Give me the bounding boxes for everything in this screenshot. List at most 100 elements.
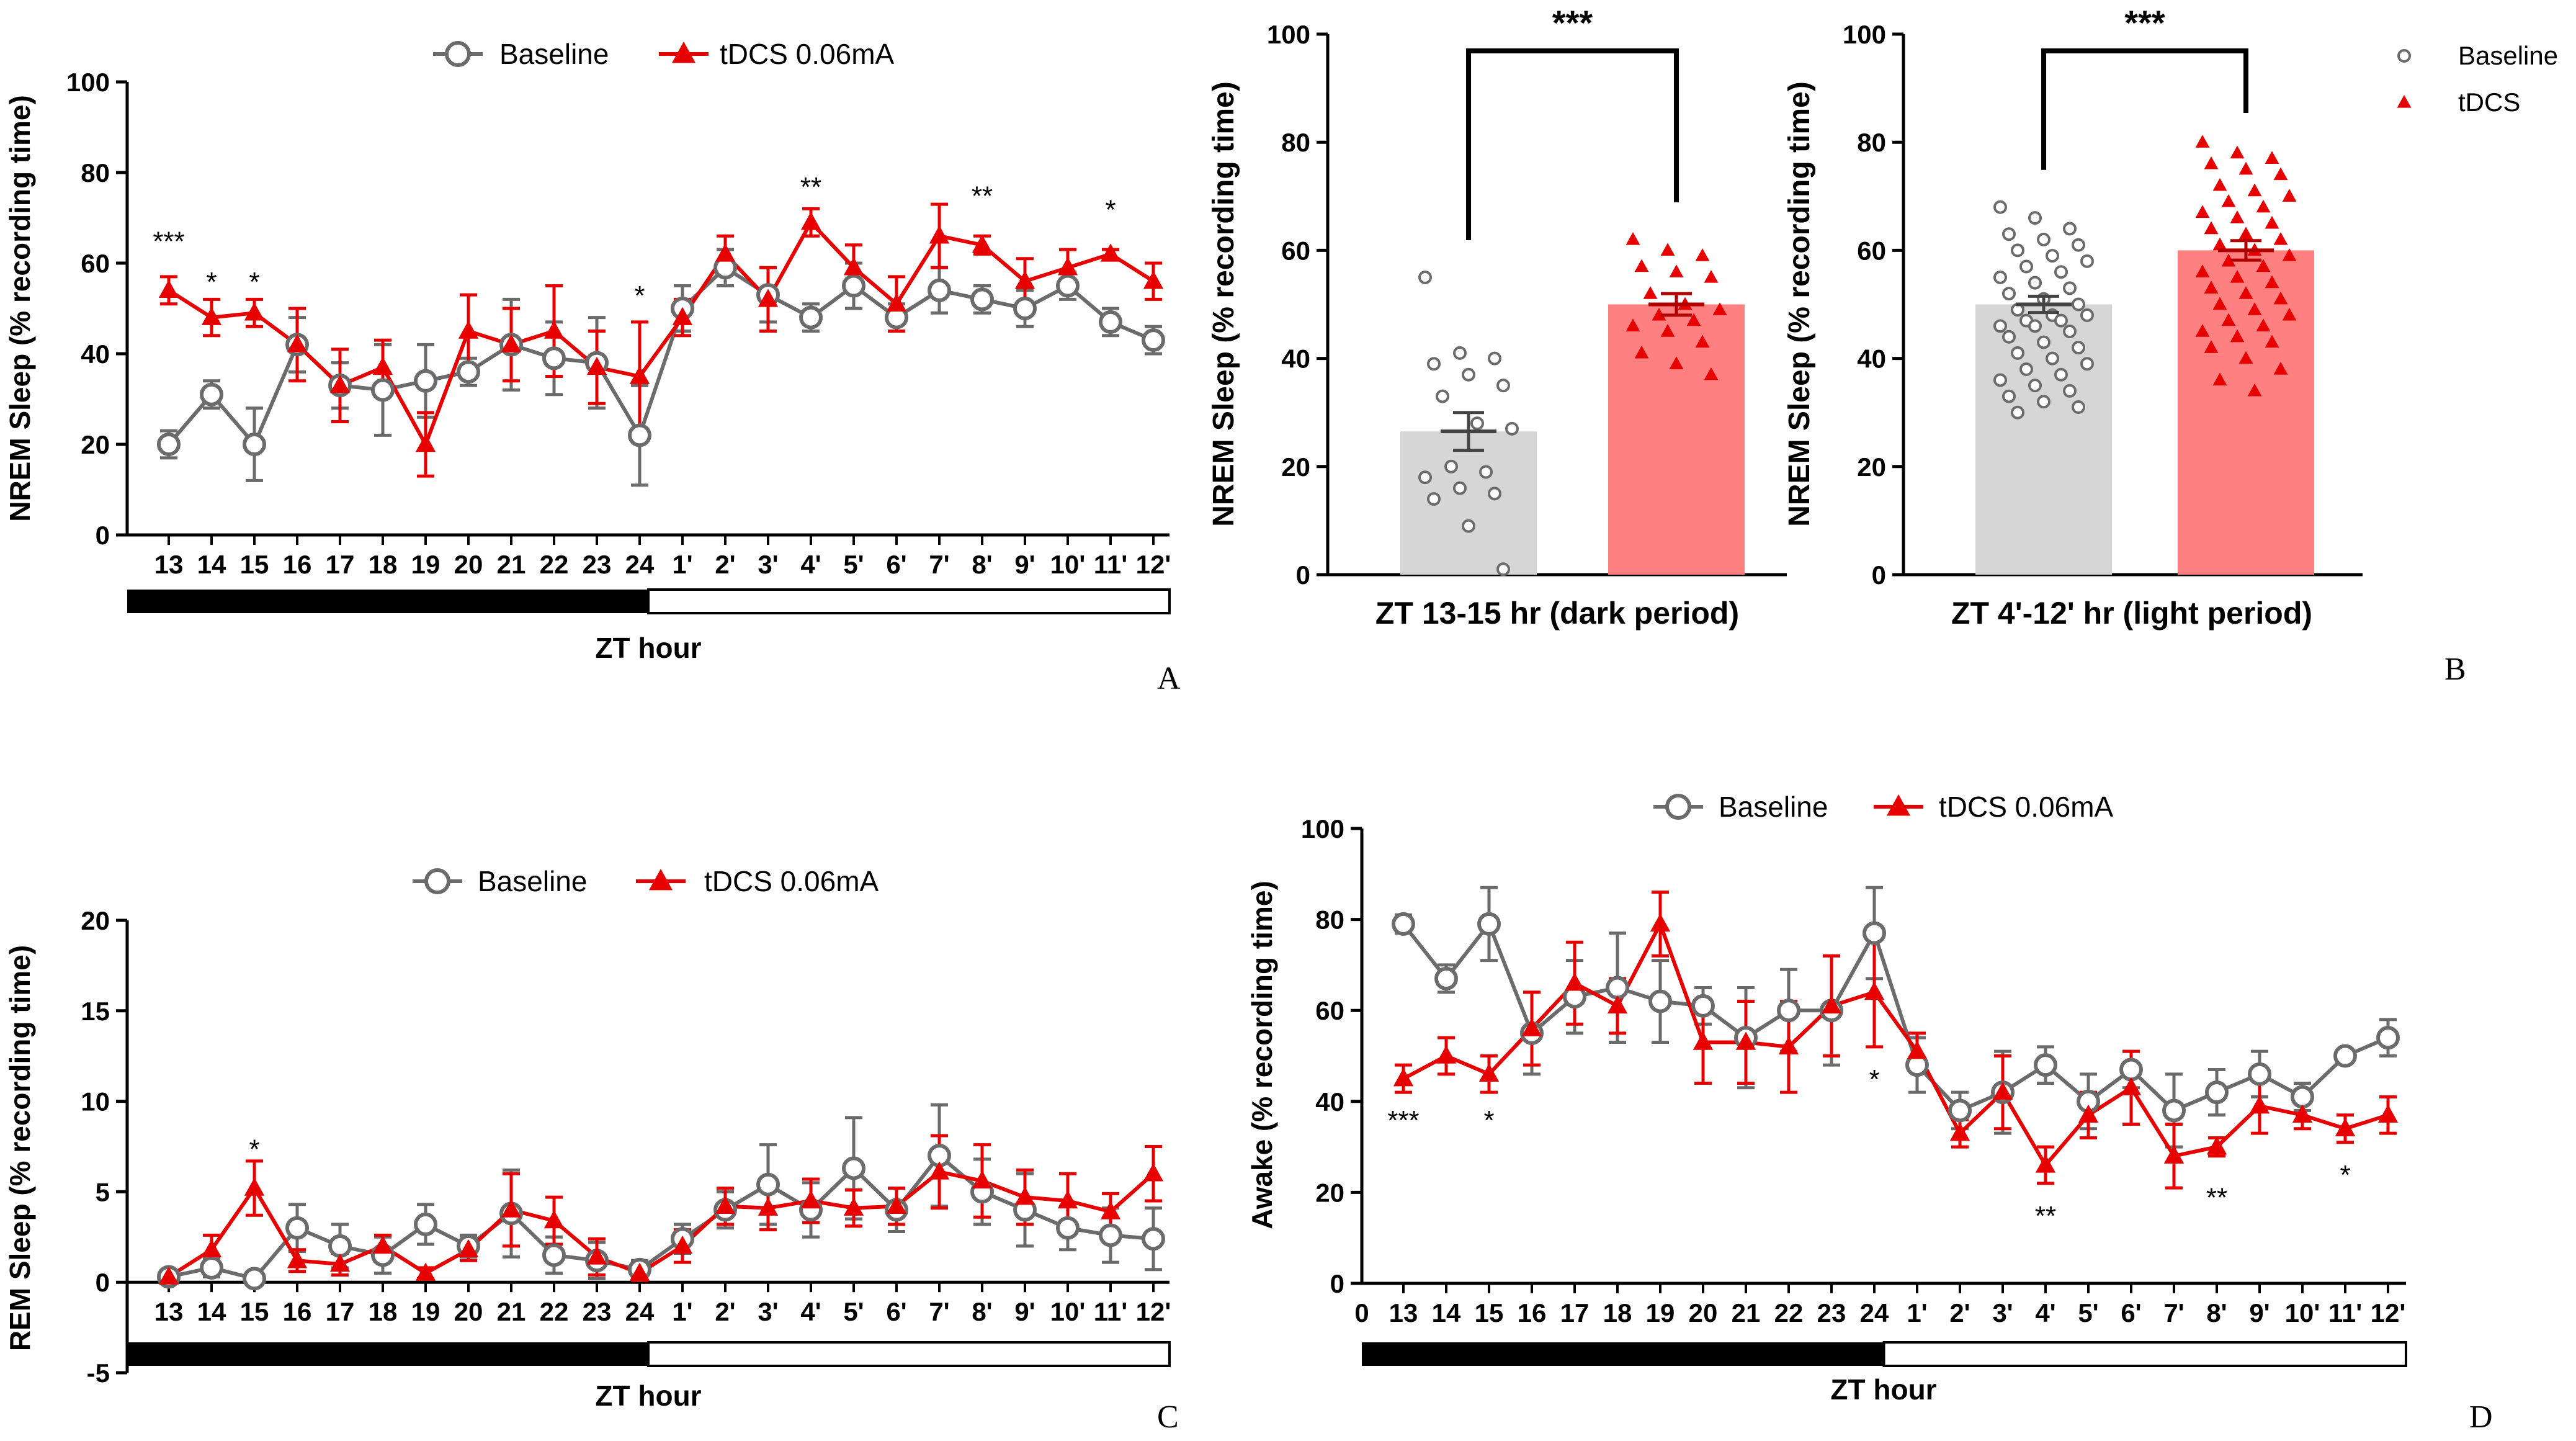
panel-letter: A <box>1157 661 1181 696</box>
x-tick-label: 18 <box>369 1297 398 1326</box>
baseline-point <box>1392 912 1415 936</box>
baseline-point <box>1434 966 1458 990</box>
tdcs-dot <box>2238 351 2253 364</box>
tdcs-dot <box>2230 269 2245 283</box>
tdcs-dot <box>1634 259 1649 272</box>
legend-tdcs-label: tDCS 0.06mA <box>720 38 895 70</box>
baseline-point <box>2034 1053 2057 1077</box>
significance-bracket <box>1466 48 1679 240</box>
tdcs-point <box>2249 1095 2270 1114</box>
tdcs-dot <box>2212 372 2227 386</box>
y-axis-label: REM Sleep (% recording time) <box>4 945 36 1351</box>
x-tick-label: 13 <box>154 550 184 579</box>
x-tick-label: 12' <box>1136 550 1171 579</box>
y-tick-label: 80 <box>1315 905 1344 935</box>
tdcs-point <box>1949 1123 1970 1141</box>
baseline-point <box>1056 274 1080 298</box>
baseline-point <box>1056 1216 1080 1240</box>
legend-tdcs-label: tDCS 0.06mA <box>1939 791 2114 823</box>
tdcs-point <box>629 1262 650 1281</box>
baseline-dot <box>1505 421 1519 436</box>
baseline-dot <box>1488 487 1501 501</box>
x-tick-label: 23 <box>583 550 612 579</box>
y-tick-label: 100 <box>1267 20 1310 49</box>
baseline-dot <box>2080 254 2094 268</box>
x-tick-label: 19 <box>411 1297 441 1326</box>
tdcs-bar <box>1608 304 1745 575</box>
tdcs-dot <box>2273 231 2288 245</box>
baseline-point <box>2205 1080 2229 1105</box>
y-tick-label: 0 <box>1330 1269 1344 1298</box>
baseline-dot <box>1488 351 1501 366</box>
baseline-dot <box>2019 259 2033 274</box>
tdcs-dot <box>2221 253 2236 267</box>
x-tick-label: 11' <box>1094 1297 1127 1326</box>
baseline-dot <box>2063 384 2077 398</box>
x-tick-label: 3' <box>1992 1298 2013 1327</box>
baseline-series-line <box>167 265 1155 448</box>
tdcs-point <box>2335 1118 2356 1137</box>
x-tick-label: 17 <box>326 1297 355 1326</box>
y-tick-label: 20 <box>1315 1178 1344 1207</box>
tdcs-point <box>886 1195 907 1214</box>
x-tick-label: 24 <box>625 550 655 579</box>
tdcs-dot <box>2273 291 2288 305</box>
baseline-dot <box>2063 222 2077 236</box>
tdcs-dot <box>2230 329 2245 343</box>
x-tick-label: 22 <box>1774 1298 1804 1327</box>
panel-b-dark-bar-chart: 0 20 40 60 80 100 ZT 13-15 hr (dark period) NRE… <box>1207 3 1787 631</box>
tdcs-dot <box>2221 194 2236 207</box>
baseline-dot <box>1427 357 1441 371</box>
x-tick-label: 15 <box>1475 1298 1504 1327</box>
tdcs-dot <box>2273 167 2288 181</box>
baseline-dot <box>2054 367 2068 382</box>
baseline-point <box>2248 1062 2271 1086</box>
y-tick-label: 40 <box>1315 1087 1344 1116</box>
tdcs-dot <box>2195 264 2210 277</box>
baseline-point <box>842 274 865 298</box>
y-tick-label: 60 <box>81 249 110 278</box>
x-tick-label: 1' <box>672 1297 692 1326</box>
x-tick-label: 13 <box>1389 1298 1418 1327</box>
panel-d-awake-line-chart: 0 20 40 60 80 100 0 13 14 15 16 17 18 19 20 21 22 23 24 1' 2… <box>1246 791 2493 1435</box>
dark-period-bar <box>1362 1342 1884 1366</box>
tdcs-point <box>1992 1082 2013 1100</box>
tdcs-point <box>800 212 821 230</box>
tdcs-point <box>1100 243 1121 262</box>
baseline-dot <box>2063 325 2077 339</box>
x-tick-label: 6' <box>2121 1298 2141 1327</box>
x-axis-label: ZT hour <box>1830 1373 1936 1406</box>
tdcs-dot <box>2265 215 2279 229</box>
x-tick-label: 19 <box>1646 1298 1675 1327</box>
x-tick-label: 19 <box>411 550 441 579</box>
legend-baseline-marker <box>1665 794 1691 820</box>
tdcs-dot <box>2204 221 2219 235</box>
tdcs-point <box>329 1254 351 1272</box>
baseline-point <box>1477 912 1501 936</box>
x-tick-label: 4' <box>2035 1298 2055 1327</box>
tdcs-dot <box>2282 189 2297 202</box>
x-tick-label: 20 <box>454 550 483 579</box>
baseline-dot <box>1453 481 1467 495</box>
baseline-point <box>457 360 480 384</box>
tdcs-point <box>2035 1154 2056 1173</box>
tdcs-dot <box>1660 243 1675 256</box>
x-tick-label: 20 <box>454 1297 483 1326</box>
x-tick-label: 7' <box>2163 1298 2184 1327</box>
dark-period-bar <box>127 1342 648 1366</box>
panel-a-nrem-line-chart: 0 20 40 60 80 100 13 14 15 16 17 18 19 20 21 22 23 24 1' 2'… <box>4 38 1181 696</box>
tdcs-dot <box>2230 210 2245 223</box>
legend-tdcs-marker <box>2397 95 2412 108</box>
baseline-point <box>328 1234 352 1258</box>
tdcs-dot <box>1695 248 1710 261</box>
tdcs-point <box>929 225 950 244</box>
tdcs-point <box>287 334 308 352</box>
tdcs-dot <box>1704 367 1719 380</box>
baseline-point <box>1142 328 1165 352</box>
baseline-dot <box>1427 492 1441 506</box>
tdcs-dot <box>2256 318 2271 331</box>
y-tick-label: 15 <box>81 997 110 1026</box>
x-tick-label: 21 <box>497 1297 526 1326</box>
tdcs-point <box>843 257 864 276</box>
baseline-dot <box>2002 389 2016 403</box>
